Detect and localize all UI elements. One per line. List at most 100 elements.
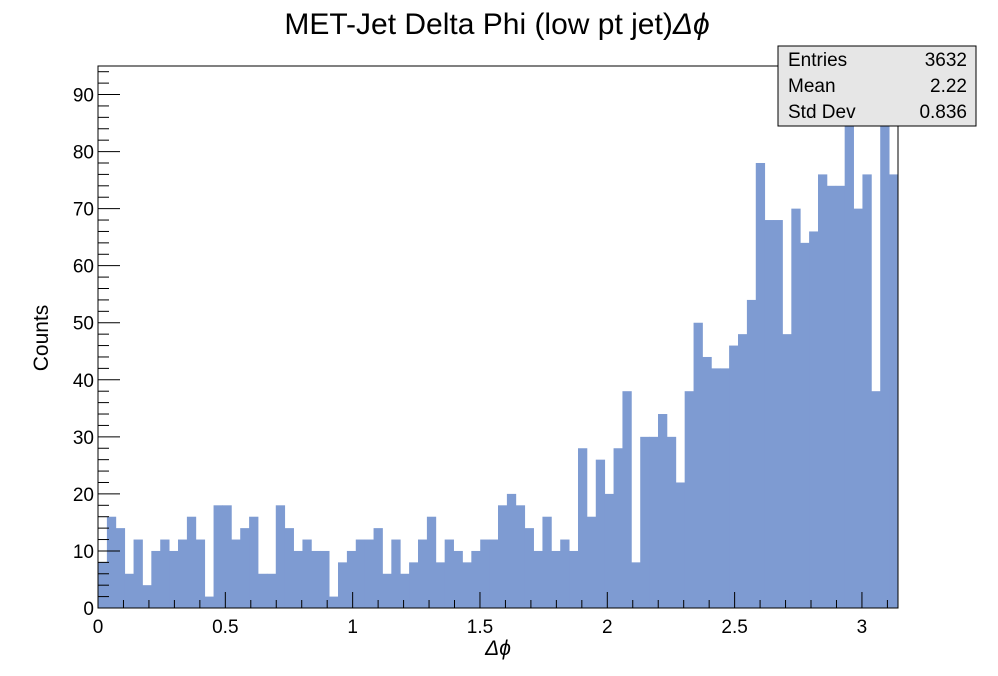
y-tick-label: 50 (73, 314, 94, 335)
histogram-bar (480, 539, 490, 608)
histogram-bar (586, 516, 597, 608)
bars-group (98, 117, 899, 609)
y-tick-label: 20 (73, 485, 94, 506)
histogram-bar (693, 322, 703, 608)
y-tick-label: 0 (83, 599, 94, 620)
stats-rows: Entries 3632 Mean 2.22 Std Dev 0.836 (788, 50, 967, 123)
histogram-bar (195, 539, 206, 608)
histogram-bar (311, 550, 321, 608)
histogram-bar (684, 391, 694, 608)
histogram-bar (764, 220, 774, 609)
x-tick-labels: 0 0.5 1 1.5 2 2.5 3 (93, 617, 868, 638)
histogram-bar (355, 539, 366, 608)
histogram-bar (729, 345, 739, 608)
histogram-bar (373, 528, 383, 608)
x-tick-label: 0 (93, 617, 104, 638)
histogram-bar (782, 334, 792, 608)
y-tick-label: 70 (73, 200, 94, 221)
histogram-bar (649, 436, 659, 608)
histogram-bar (604, 493, 614, 608)
y-tick-label: 90 (73, 86, 94, 107)
histogram-bar (320, 550, 330, 608)
x-tick-label: 2 (602, 617, 613, 638)
histogram-bar (666, 436, 677, 608)
histogram-bar (755, 162, 766, 609)
histogram-bar (533, 550, 543, 608)
histogram-bar (551, 550, 561, 608)
stats-box-background (777, 45, 977, 127)
histogram-bar (675, 482, 686, 608)
histogram-bar (418, 539, 428, 608)
stats-value: 0.836 (919, 102, 967, 123)
histogram-bar (791, 208, 801, 608)
stats-value: 2.22 (930, 76, 967, 97)
stats-label: Mean (788, 76, 836, 97)
histogram-bar (515, 505, 526, 608)
histogram-bar (204, 596, 214, 608)
histogram-bar (746, 299, 757, 608)
histogram-bar (133, 539, 143, 608)
histogram-bar (178, 539, 188, 608)
histogram-bar (391, 539, 401, 608)
histogram-bar (489, 539, 499, 608)
histogram-bar (738, 334, 748, 608)
x-tick-label: 1 (347, 617, 358, 638)
histogram-bar (889, 174, 899, 608)
histogram-bar (880, 117, 890, 608)
y-axis-label: Counts (30, 305, 53, 372)
histogram-bar (382, 573, 392, 608)
histogram-bar (578, 448, 588, 608)
histogram-bar (329, 596, 339, 608)
histogram-bar (364, 539, 374, 608)
histogram-bar (542, 516, 552, 608)
histogram-bar (231, 539, 241, 608)
histogram-bar (640, 436, 650, 608)
histogram-bar (835, 185, 846, 608)
x-tick-label: 0.5 (212, 617, 238, 638)
histogram-bar (862, 174, 872, 608)
histogram-bar (444, 539, 454, 608)
histogram-bar (400, 573, 410, 608)
histogram-bar (711, 368, 721, 608)
histogram-bar (462, 562, 472, 608)
histogram-bar (169, 550, 179, 608)
histogram-bar (124, 573, 134, 608)
histogram-bar (471, 550, 481, 608)
stats-value: 3632 (925, 50, 967, 71)
histogram-bar (115, 528, 126, 608)
axis-ticks (97, 71, 888, 609)
histogram-bar (453, 550, 463, 608)
stats-box: Entries 3632 Mean 2.22 Std Dev 0.836 (777, 45, 977, 127)
histogram-bar (569, 550, 579, 608)
histogram-bar (818, 174, 828, 608)
histogram-bar (826, 185, 837, 608)
histogram-bar (213, 505, 223, 608)
chart-title: MET-Jet Delta Phi (low pt jet)Δϕ (284, 8, 709, 41)
histogram-bar (720, 368, 730, 608)
histogram-bar (622, 391, 632, 608)
histogram-bar (275, 505, 286, 608)
histogram-bar (222, 505, 232, 608)
histogram-bar (773, 220, 783, 609)
histogram-bar (560, 539, 570, 608)
histogram-bar (631, 562, 641, 608)
histogram-bar (809, 231, 819, 608)
histogram-bar (258, 573, 268, 608)
histogram-bar (293, 550, 303, 608)
histogram-bar (106, 516, 117, 608)
histogram-bar (266, 573, 277, 608)
x-axis-label: Δϕ (484, 637, 511, 660)
x-tick-label: 2.5 (721, 617, 747, 638)
histogram-bar (844, 117, 854, 608)
histogram-bar (595, 459, 606, 608)
histogram-bar (658, 414, 668, 608)
y-tick-labels: 0 10 20 30 40 50 60 70 80 90 (73, 86, 94, 620)
histogram-bar (853, 208, 863, 608)
histogram-bar (240, 528, 250, 608)
histogram-bar (524, 528, 534, 608)
stats-label: Entries (788, 50, 847, 71)
histogram-bar (151, 550, 161, 608)
histogram-bar (506, 493, 517, 608)
y-tick-label: 40 (73, 371, 94, 392)
